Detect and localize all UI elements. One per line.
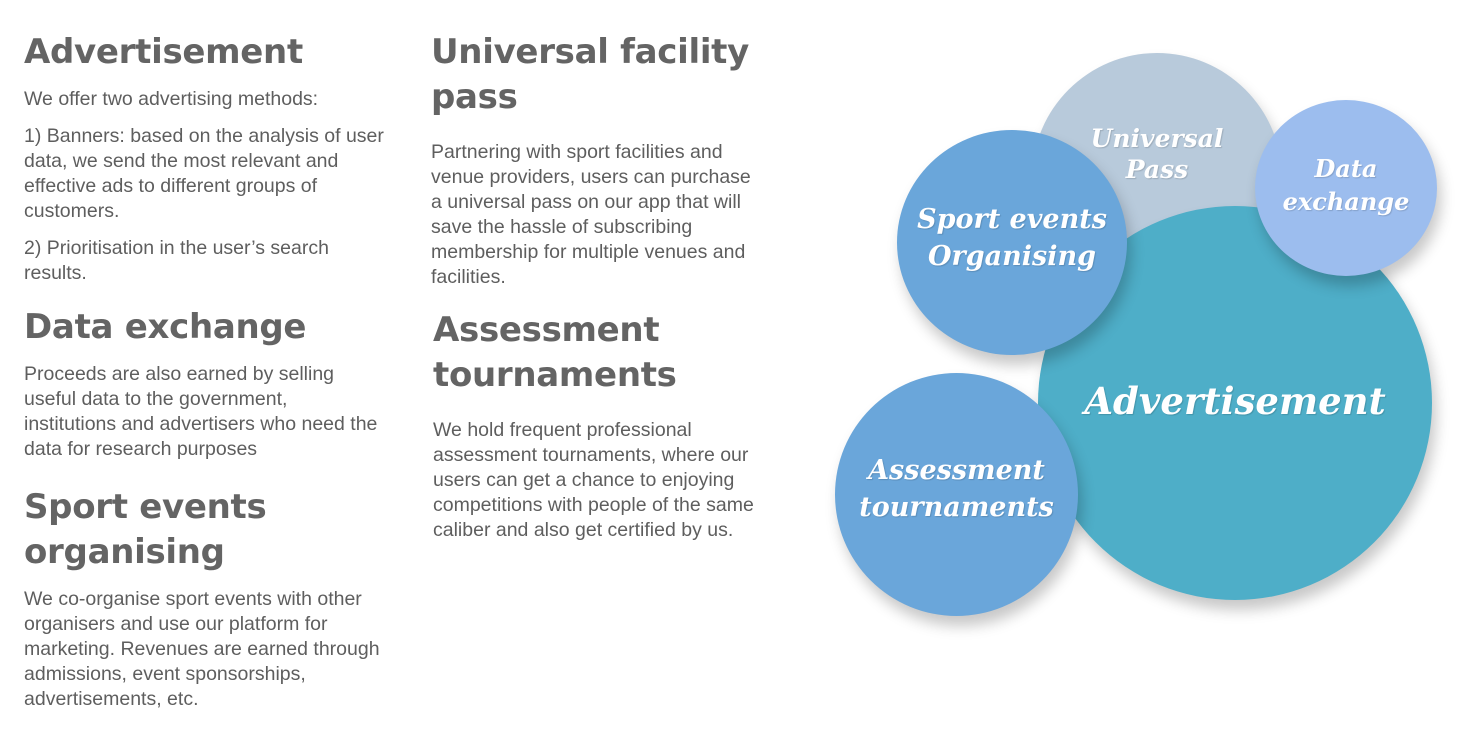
bubble-data-exchange: Data exchange (1255, 100, 1437, 276)
bubble-label-sport-events: Sport events Organising (917, 203, 1107, 272)
universal-pass-body: Partnering with sport facilities and ven… (431, 141, 751, 288)
bubble-label-advertisement: Advertisement (1084, 378, 1386, 423)
bubble-sport-events: Sport events Organising (897, 130, 1127, 355)
revenue-bubble-diagram: Universal Pass Advertisement Sport event… (820, 30, 1472, 670)
bubble-label-data-exchange: Data exchange (1282, 154, 1410, 216)
data-exchange-body: Proceeds are also earned by selling usef… (24, 363, 378, 460)
assessment-body: We hold frequent professional assessment… (433, 419, 754, 541)
bubble-assessment: Assessment tournaments (835, 373, 1078, 616)
advertisement-point-2: 2) Prioritisation in the user’s search r… (24, 237, 329, 284)
section-title-sport-events: Sport events organising (24, 487, 267, 572)
section-title-assessment: Assessment tournaments (433, 310, 677, 395)
bubble-label-assessment: Assessment tournaments (859, 454, 1054, 523)
section-advertisement: Advertisement We offer two advertising m… (24, 30, 394, 286)
section-title-universal-pass: Universal facility pass (431, 32, 749, 117)
section-assessment: Assessment tournaments We hold frequent … (433, 308, 778, 543)
section-universal-pass: Universal facility pass Partnering with … (431, 30, 766, 290)
sport-events-body: We co-organise sport events with other o… (24, 588, 380, 710)
advertisement-intro: We offer two advertising methods: (24, 88, 319, 110)
advertisement-point-1: 1) Banners: based on the analysis of use… (24, 125, 384, 222)
section-sport-events: Sport events organising We co-organise s… (24, 485, 384, 712)
section-title-data-exchange: Data exchange (24, 307, 307, 347)
section-title-advertisement: Advertisement (24, 32, 303, 72)
section-data-exchange: Data exchange Proceeds are also earned b… (24, 305, 384, 462)
bubble-label-universal-pass: Universal Pass (1090, 124, 1224, 184)
